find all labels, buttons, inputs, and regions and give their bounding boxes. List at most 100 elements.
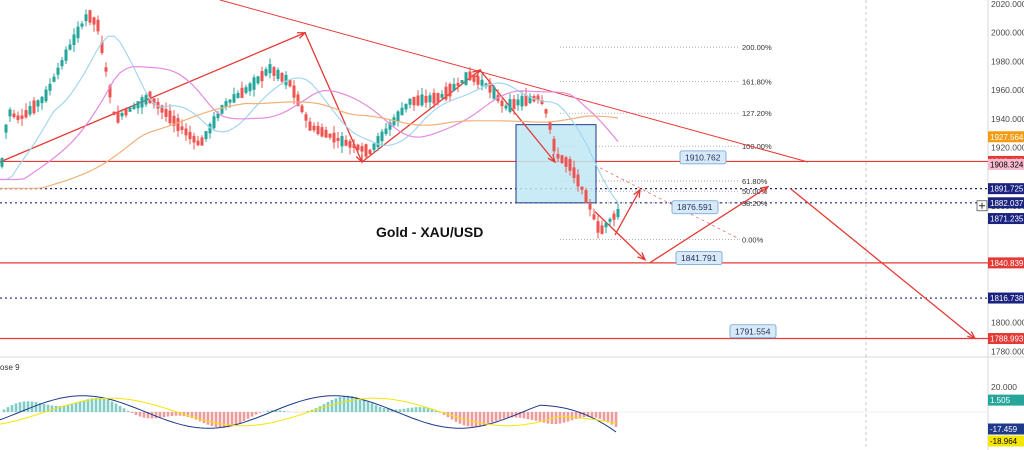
price-callout-label: 1910.762 bbox=[685, 152, 721, 162]
fib-label: 100.00% bbox=[742, 142, 772, 151]
macd-histogram-bar bbox=[466, 412, 470, 427]
candle-body bbox=[132, 105, 136, 110]
candle-body bbox=[600, 225, 604, 234]
candle-body bbox=[520, 96, 524, 107]
candle-body bbox=[52, 76, 56, 82]
moving-average-line bbox=[0, 35, 619, 203]
candle-body bbox=[224, 101, 228, 107]
candle-body bbox=[464, 72, 468, 86]
price-tick-label: 1800.000 bbox=[991, 317, 1024, 327]
macd-histogram-bar bbox=[610, 412, 614, 425]
macd-histogram-bar bbox=[586, 412, 590, 417]
macd-label: ose 9 bbox=[0, 363, 20, 372]
macd-histogram-bar bbox=[250, 412, 254, 417]
macd-histogram-bar bbox=[198, 412, 202, 422]
macd-histogram-bar bbox=[342, 396, 346, 412]
macd-histogram-bar bbox=[370, 403, 374, 412]
price-callout-label: 1841.791 bbox=[681, 253, 717, 263]
candle-body bbox=[252, 77, 256, 90]
price-badge bbox=[988, 257, 1024, 269]
macd-histogram-bar bbox=[210, 412, 214, 427]
candle-body bbox=[280, 72, 284, 82]
candle-body bbox=[512, 98, 516, 109]
candle-body bbox=[484, 83, 488, 87]
macd-histogram-bar bbox=[366, 401, 370, 412]
macd-panel: 20.000 1.505 -17.459 -18.964 bbox=[0, 382, 1024, 447]
macd-histogram-bar bbox=[254, 412, 258, 415]
candle-body bbox=[412, 96, 416, 106]
price-badge bbox=[988, 131, 1024, 143]
macd-histogram-bar bbox=[122, 408, 126, 412]
candle-body bbox=[60, 60, 64, 67]
macd-histogram-bar bbox=[578, 412, 582, 418]
candle-body bbox=[544, 109, 548, 114]
arrow-head bbox=[547, 154, 557, 164]
price-tick-label: 1920.000 bbox=[991, 143, 1024, 153]
arrow-up bbox=[614, 189, 641, 236]
price-badge bbox=[988, 197, 1024, 209]
candle-body bbox=[372, 143, 376, 150]
candle-body bbox=[360, 146, 364, 152]
price-tick-label: 1960.000 bbox=[991, 85, 1024, 95]
candle-body bbox=[212, 116, 216, 129]
candle-body bbox=[316, 125, 320, 134]
candle-body bbox=[168, 110, 172, 124]
macd-histogram-bar bbox=[34, 402, 38, 412]
macd-histogram-bar bbox=[570, 412, 574, 421]
candle-body bbox=[116, 111, 120, 123]
candle-body bbox=[108, 85, 112, 98]
candle-body bbox=[304, 114, 308, 121]
macd-histogram-bar bbox=[78, 401, 82, 412]
macd-histogram-bar bbox=[482, 412, 486, 426]
candle-body bbox=[508, 99, 512, 112]
candle-body bbox=[100, 42, 104, 53]
moving-average-line bbox=[0, 101, 619, 189]
candle-body bbox=[176, 118, 180, 131]
candle-body bbox=[356, 144, 360, 151]
macd-histogram-bar bbox=[590, 412, 594, 417]
candle-body bbox=[432, 92, 436, 104]
candle-body bbox=[184, 128, 188, 136]
candle-body bbox=[348, 140, 352, 148]
price-axis: 2020.000 2000.000 1980.000 1960.000 1940.000… bbox=[976, 0, 1024, 357]
candle-body bbox=[584, 190, 588, 204]
macd-histogram-bar bbox=[54, 405, 58, 412]
candle-body bbox=[540, 100, 544, 104]
candle-body bbox=[300, 105, 304, 113]
macd-histogram-bar bbox=[318, 406, 322, 412]
macd-histogram-bar bbox=[142, 412, 146, 418]
macd-tick-label: 20.000 bbox=[991, 382, 1017, 392]
price-callout-label: 1791.554 bbox=[735, 326, 771, 336]
candle-body bbox=[448, 83, 452, 97]
candle-body bbox=[188, 131, 192, 140]
macd-histogram-bar bbox=[46, 404, 50, 412]
price-badge bbox=[988, 158, 1024, 170]
macd-histogram-bar bbox=[606, 412, 610, 423]
price-badge-label: 1908.324 bbox=[990, 160, 1024, 169]
candle-body bbox=[256, 76, 260, 84]
arrow-head bbox=[355, 153, 363, 164]
macd-histogram-bar bbox=[526, 412, 530, 420]
candle-body bbox=[260, 71, 264, 82]
macd-histogram-bar bbox=[102, 398, 106, 412]
macd-histogram-bar bbox=[98, 398, 102, 412]
candle-body bbox=[344, 139, 348, 146]
candle-body bbox=[156, 101, 160, 109]
candle-body bbox=[332, 132, 336, 143]
candle-body bbox=[468, 71, 472, 81]
arrow-head bbox=[637, 252, 647, 261]
macd-histogram-bar bbox=[174, 412, 178, 416]
dashed-projection bbox=[599, 167, 741, 240]
candle-body bbox=[492, 86, 496, 99]
price-badge bbox=[988, 213, 1024, 225]
macd-histogram-bar bbox=[10, 405, 14, 412]
macd-histogram-bar bbox=[402, 408, 406, 412]
price-tick-label: 1980.000 bbox=[991, 56, 1024, 66]
macd-histogram-bar bbox=[58, 406, 62, 412]
arrow-down-long bbox=[789, 187, 976, 340]
price-tick-label: 2000.000 bbox=[991, 28, 1024, 38]
candle-body bbox=[28, 106, 32, 115]
macd-histogram-bar bbox=[230, 412, 234, 427]
